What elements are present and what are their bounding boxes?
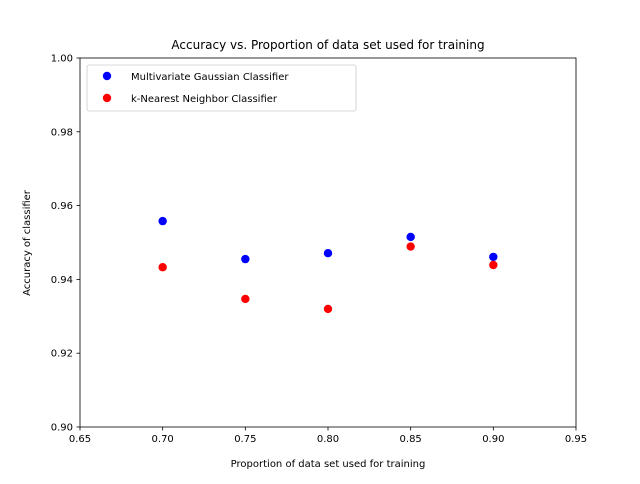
chart-title: Accuracy vs. Proportion of data set used… <box>171 38 484 52</box>
series-1 <box>158 216 498 264</box>
legend-box <box>86 64 357 112</box>
data-point <box>323 304 333 314</box>
x-axis-label: Proportion of data set used for training <box>231 459 426 470</box>
y-tick-label: 1.00 <box>51 54 73 65</box>
data-point <box>158 216 167 226</box>
plot-area <box>79 57 577 428</box>
y-tick-label: 0.98 <box>51 127 73 138</box>
chart-legend: Multivariate Gaussian Classifier k-Neares… <box>86 64 357 112</box>
axes-frame <box>79 57 577 428</box>
y-tick-label: 0.90 <box>51 423 73 434</box>
legend-label: Multivariate Gaussian Classifier <box>131 72 289 83</box>
x-tick-label: 0.95 <box>565 434 587 445</box>
data-point <box>489 260 498 270</box>
x-tick-label: 0.80 <box>317 434 339 445</box>
data-point <box>489 252 498 262</box>
data-point <box>241 294 250 304</box>
x-tick-label: 0.65 <box>69 434 91 445</box>
data-point <box>241 254 250 264</box>
data-point <box>406 232 415 242</box>
legend-marker <box>102 93 112 103</box>
y-tick-label: 0.94 <box>51 275 73 286</box>
data-points <box>158 216 498 314</box>
legend-label: k-Nearest Neighbor Classifier <box>131 94 278 105</box>
x-tick-label: 0.90 <box>482 434 504 445</box>
data-point <box>406 242 415 251</box>
y-tick-label: 0.92 <box>51 349 73 360</box>
legend-marker <box>102 71 112 81</box>
x-tick-label: 0.75 <box>234 434 256 445</box>
x-tick-label: 0.70 <box>152 434 174 445</box>
axis-ticks: 0.65 0.70 0.75 0.80 0.85 0.90 0.95 0.90 0.92 0.94… <box>51 54 587 446</box>
x-tick-label: 0.85 <box>400 434 422 445</box>
y-axis-label: Accuracy of classifier <box>22 189 33 296</box>
y-tick-label: 0.96 <box>51 201 73 212</box>
data-point <box>323 249 333 258</box>
data-point <box>158 263 167 272</box>
series-2 <box>158 242 498 314</box>
